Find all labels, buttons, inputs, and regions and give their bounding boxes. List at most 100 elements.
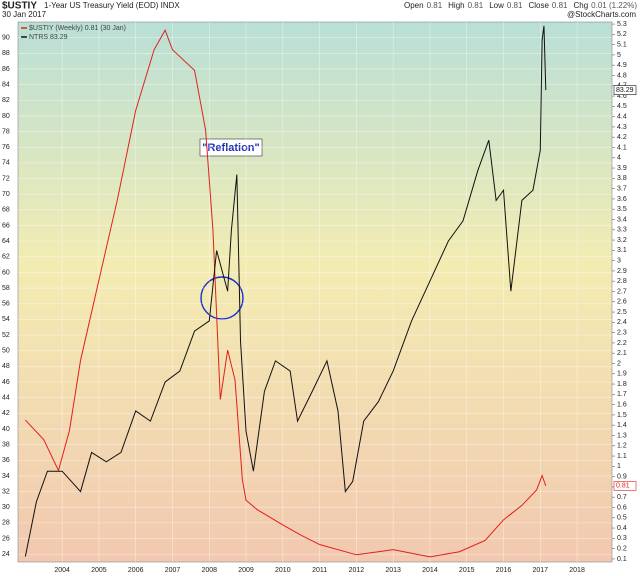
y2-tick-label: 5 [617, 52, 621, 59]
y2-tick-label: 0.9 [617, 473, 627, 480]
y2-tick-label: 4.9 [617, 62, 627, 69]
y-tick-label: 64 [2, 238, 10, 245]
y2-tick-label: 1.7 [617, 391, 627, 398]
y-tick-label: 82 [2, 97, 10, 104]
y2-tick-label: 2.8 [617, 278, 627, 285]
y2-tick-label: 1.5 [617, 412, 627, 419]
y2-tick-label: 1.2 [617, 443, 627, 450]
y-tick-label: 78 [2, 128, 10, 135]
y-tick-label: 84 [2, 81, 10, 88]
y2-tick-label: 3.4 [617, 216, 627, 223]
quote-value: 0.01 (1.22%) [591, 1, 637, 10]
y2-tick-label: 0.7 [617, 494, 627, 501]
y-tick-label: 68 [2, 207, 10, 214]
y-tick-label: 26 [2, 535, 10, 542]
source: @StockCharts.com [567, 10, 636, 19]
y2-tick-label: 2.7 [617, 288, 627, 295]
last-value-tag [613, 85, 637, 95]
x-tick-label: 2012 [349, 567, 365, 574]
x-tick-label: 2006 [128, 567, 144, 574]
y2-tick-label: 4.3 [617, 124, 627, 131]
y2-tick-label: 4.4 [617, 113, 627, 120]
y2-tick-label: 5.1 [617, 41, 627, 48]
highlight-circle [200, 276, 244, 320]
y-tick-label: 60 [2, 269, 10, 276]
annotation: "Reflation" [202, 142, 260, 154]
y2-tick-label: 3.8 [617, 175, 627, 182]
y2-tick-label: 2.5 [617, 309, 627, 316]
x-tick-label: 2017 [532, 567, 548, 574]
y-tick-label: 24 [2, 551, 10, 558]
y2-tick-label: 5.2 [617, 31, 627, 38]
y-tick-label: 30 [2, 504, 10, 511]
y2-tick-label: 0.1 [617, 556, 627, 563]
y2-tick-label: 3.1 [617, 247, 627, 254]
x-tick-label: 2010 [275, 567, 291, 574]
y-tick-label: 86 [2, 66, 10, 73]
y-tick-label: 66 [2, 222, 10, 229]
x-tick-label: 2014 [422, 567, 438, 574]
x-tick-label: 2005 [91, 567, 107, 574]
y-tick-label: 44 [2, 394, 10, 401]
y2-tick-label: 5.3 [617, 21, 627, 28]
y2-tick-label: 4 [617, 155, 621, 162]
y-tick-label: 80 [2, 113, 10, 120]
chart-title: 1-Year US Treasury Yield (EOD) INDX [44, 1, 180, 10]
y2-tick-label: 4.2 [617, 134, 627, 141]
y-tick-label: 46 [2, 379, 10, 386]
y-tick-label: 42 [2, 410, 10, 417]
x-tick-label: 2007 [165, 567, 181, 574]
y2-tick-label: 3.7 [617, 185, 627, 192]
y2-tick-label: 3.3 [617, 227, 627, 234]
y2-tick-label: 3 [617, 257, 621, 264]
x-tick-label: 2013 [385, 567, 401, 574]
y-tick-label: 28 [2, 520, 10, 527]
y-tick-label: 40 [2, 426, 10, 433]
y2-tick-label: 2.4 [617, 319, 627, 326]
y2-tick-label: 4.8 [617, 72, 627, 79]
series-line [24, 29, 547, 558]
y-tick-label: 50 [2, 348, 10, 355]
series-line [24, 25, 547, 557]
y2-tick-label: 1.9 [617, 371, 627, 378]
y-tick-label: 58 [2, 285, 10, 292]
quote-label: High [448, 1, 464, 10]
y-tick-label: 76 [2, 144, 10, 151]
y2-tick-label: 3.2 [617, 237, 627, 244]
y2-tick-label: 0.5 [617, 515, 627, 522]
y2-tick-label: 0.6 [617, 504, 627, 511]
quote-label: Close [528, 1, 549, 10]
last-value-label: 0.81 [616, 483, 630, 490]
quote-value: 0.81 [468, 1, 484, 10]
y2-tick-label: 4.6 [617, 93, 627, 100]
quote-label: Open [404, 1, 424, 10]
y-tick-label: 70 [2, 191, 10, 198]
y-tick-label: 32 [2, 488, 10, 495]
y2-tick-label: 0.2 [617, 545, 627, 552]
y2-tick-label: 2.1 [617, 350, 627, 357]
y2-tick-label: 1.1 [617, 453, 627, 460]
y-tick-label: 56 [2, 301, 10, 308]
y-tick-label: 38 [2, 441, 10, 448]
y2-tick-label: 1.8 [617, 381, 627, 388]
quote-label: Low [489, 1, 504, 10]
x-tick-label: 2015 [459, 567, 475, 574]
legend-label: $USTIY (Weekly) 0.81 (30 Jan) [29, 25, 126, 32]
y-tick-label: 72 [2, 175, 10, 182]
date: 30 Jan 2017 [2, 10, 47, 19]
plot-area [17, 21, 613, 563]
quote-value: 0.81 [427, 1, 443, 10]
y-tick-label: 48 [2, 363, 10, 370]
y2-tick-label: 2.6 [617, 299, 627, 306]
y-tick-label: 34 [2, 473, 10, 480]
x-tick-label: 2011 [312, 567, 327, 574]
legend-label: NTRS 83.29 [29, 34, 68, 41]
x-tick-label: 2009 [238, 567, 254, 574]
y2-tick-label: 2.9 [617, 268, 627, 275]
y-tick-label: 90 [2, 34, 10, 41]
x-tick-label: 2016 [496, 567, 512, 574]
quote-label: Chg [573, 1, 588, 10]
y-tick-label: 74 [2, 160, 10, 167]
y-tick-label: 54 [2, 316, 10, 323]
